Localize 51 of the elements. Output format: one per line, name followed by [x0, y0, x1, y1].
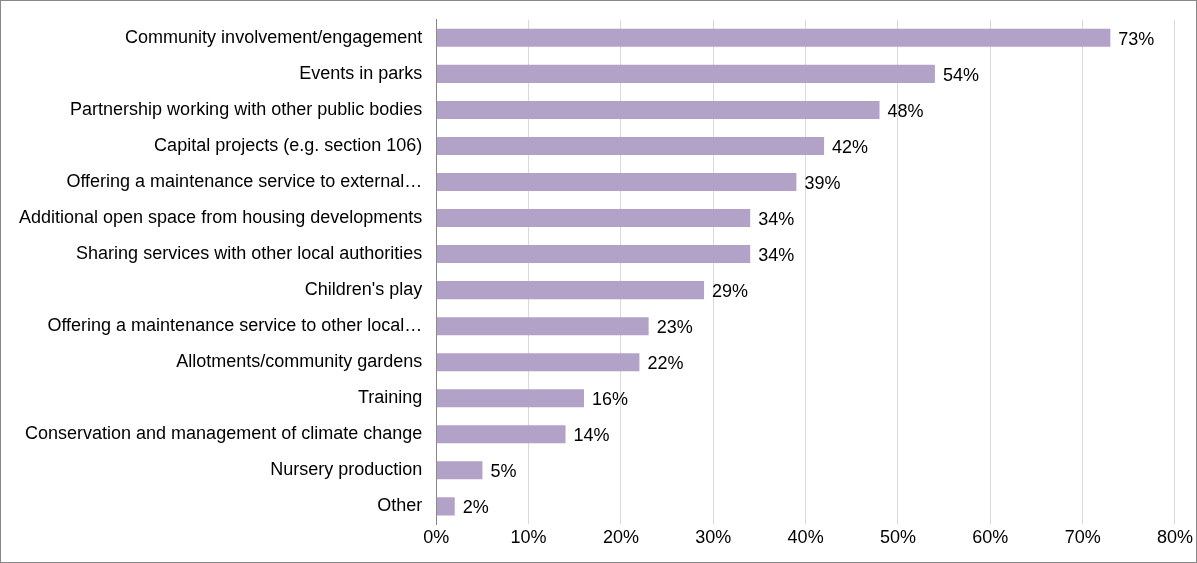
x-tick-label: 10% [510, 527, 547, 548]
bar [436, 425, 566, 444]
bar [436, 353, 640, 372]
data-label: 34% [758, 209, 795, 229]
bar [436, 28, 1111, 47]
x-tick-label: 0% [423, 527, 450, 548]
y-tick-label: Other [377, 495, 423, 516]
data-label: 54% [942, 64, 979, 85]
y-tick-label: Sharing services with other local authorities [76, 243, 423, 264]
data-label: 73% [1118, 28, 1155, 49]
data-label: 42% [832, 136, 869, 157]
y-tick-label: Community involvement/engagement [125, 26, 423, 47]
x-tick-label: 80% [1156, 527, 1193, 548]
data-label: 23% [656, 317, 693, 338]
bar [436, 136, 825, 155]
data-label: 16% [592, 389, 629, 410]
y-tick-label: Allotments/community gardens [176, 351, 423, 372]
data-label: 5% [490, 461, 517, 482]
bar [436, 172, 797, 191]
bar [436, 461, 483, 480]
x-tick-label: 50% [879, 527, 916, 548]
x-tick-label: 60% [972, 527, 1009, 548]
y-tick-label: Training [357, 387, 423, 408]
data-label: 34% [758, 245, 795, 266]
data-label: 22% [647, 353, 684, 374]
y-tick-label: Conservation and management of climate change [25, 423, 423, 444]
y-tick-label: Additional open space from housing developments [18, 207, 423, 227]
x-tick-label: 30% [695, 527, 732, 548]
y-tick-label: Capital projects (e.g. section 106) [154, 134, 423, 155]
bar [436, 389, 585, 408]
bar [436, 317, 649, 336]
data-label: 48% [887, 100, 924, 121]
bar [436, 209, 751, 228]
y-tick-label: Nursery production [270, 459, 423, 480]
bar [436, 64, 935, 83]
x-tick-label: 70% [1064, 527, 1101, 548]
y-tick-label: Partnership working with other public bodies [70, 98, 423, 119]
y-tick-label: Offering a maintenance service to external… [66, 170, 423, 191]
data-label: 2% [462, 497, 489, 518]
data-label: 14% [573, 425, 610, 446]
bar [436, 100, 880, 119]
data-label: 39% [804, 172, 841, 193]
bar [436, 245, 751, 264]
data-label: 29% [712, 281, 749, 302]
x-tick-label: 20% [602, 527, 639, 548]
x-tick-label: 40% [787, 527, 824, 548]
bar [436, 281, 705, 300]
bar [436, 497, 455, 516]
y-tick-label: Offering a maintenance service to other local… [47, 315, 423, 336]
y-tick-label: Events in parks [299, 62, 423, 83]
y-tick-label: Children's play [304, 279, 423, 300]
